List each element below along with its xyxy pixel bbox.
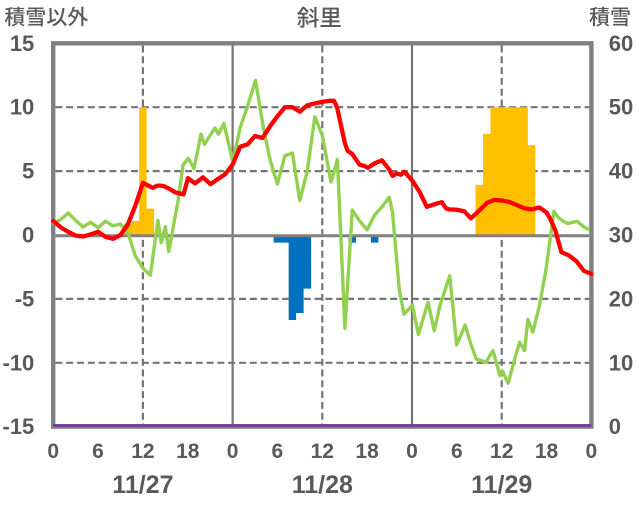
svg-text:11/28: 11/28 xyxy=(292,471,353,499)
svg-text:6: 6 xyxy=(451,440,463,463)
svg-text:0: 0 xyxy=(22,223,34,248)
svg-text:10: 10 xyxy=(609,350,633,375)
svg-text:11/29: 11/29 xyxy=(471,471,532,499)
svg-text:30: 30 xyxy=(609,223,633,248)
svg-text:10: 10 xyxy=(10,95,34,120)
svg-text:12: 12 xyxy=(131,440,154,463)
svg-text:0: 0 xyxy=(586,440,598,463)
svg-text:12: 12 xyxy=(490,440,513,463)
svg-text:0: 0 xyxy=(227,440,239,463)
svg-text:50: 50 xyxy=(609,95,633,120)
svg-text:0: 0 xyxy=(609,414,621,439)
svg-text:60: 60 xyxy=(609,31,633,56)
svg-text:40: 40 xyxy=(609,159,633,184)
svg-text:6: 6 xyxy=(92,440,104,463)
svg-text:-5: -5 xyxy=(15,286,35,311)
svg-text:12: 12 xyxy=(311,440,334,463)
svg-text:-10: -10 xyxy=(3,350,35,375)
svg-text:0: 0 xyxy=(47,440,59,463)
svg-text:15: 15 xyxy=(10,31,34,56)
svg-text:18: 18 xyxy=(355,440,379,463)
svg-text:20: 20 xyxy=(609,286,633,311)
svg-text:0: 0 xyxy=(406,440,418,463)
svg-text:18: 18 xyxy=(176,440,200,463)
svg-text:-15: -15 xyxy=(3,414,35,439)
svg-text:11/27: 11/27 xyxy=(112,471,173,499)
svg-text:5: 5 xyxy=(22,159,34,184)
svg-text:6: 6 xyxy=(272,440,284,463)
svg-text:18: 18 xyxy=(535,440,559,463)
